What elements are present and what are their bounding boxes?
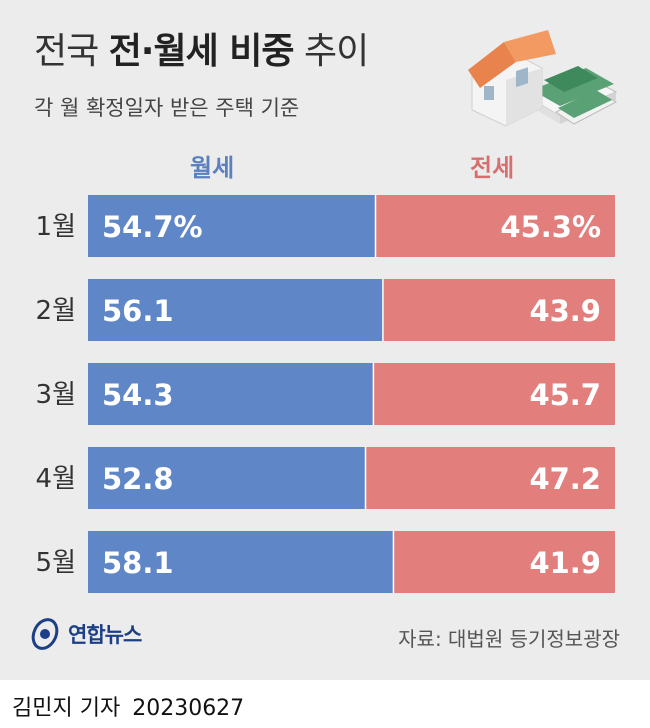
data-label-jeonse: 47.2 — [529, 462, 601, 496]
title-bold-part: 전·월세 비중 — [108, 31, 295, 72]
title-part-1: 전국 — [34, 31, 109, 72]
data-label-monthly-rent: 54.7% — [102, 210, 203, 244]
legend-monthly-rent: 월세 — [190, 154, 235, 182]
chart-title: 전국 전·월세 비중 추이 — [34, 22, 369, 74]
bar-jeonse — [383, 279, 615, 341]
publish-date: 20230627 — [132, 696, 245, 721]
data-label-jeonse: 45.3% — [500, 210, 601, 244]
bar-monthly-rent — [88, 279, 384, 341]
bar-monthly-rent — [88, 531, 395, 593]
byline: 김민지 기자 20230627 — [12, 690, 244, 722]
source-note: 자료: 대법원 등기정보광장 — [398, 627, 620, 651]
house-icon — [468, 30, 556, 127]
data-label-monthly-rent: 54.3 — [102, 378, 174, 412]
author: 김민지 기자 — [12, 696, 121, 721]
bar-jeonse — [394, 531, 615, 593]
bar-monthly-rent — [88, 363, 375, 425]
data-label-monthly-rent: 58.1 — [102, 546, 174, 580]
bar-jeonse — [376, 195, 615, 257]
yonhap-logo-icon — [31, 618, 59, 650]
logo-text: 연합뉴스 — [68, 623, 142, 647]
data-label-jeonse: 41.9 — [529, 546, 601, 580]
yonhap-logo: 연합뉴스 — [28, 616, 142, 652]
chart-subtitle: 각 월 확정일자 받은 주택 기준 — [34, 96, 300, 120]
money-stack-icon — [528, 66, 618, 125]
infographic-card: 전국 전·월세 비중 추이 각 월 확정일자 받은 주택 기준 월세 전세 1월… — [0, 0, 650, 680]
legend-jeonse: 전세 — [470, 154, 515, 182]
category-label: 4월 — [36, 464, 76, 494]
data-label-monthly-rent: 52.8 — [102, 462, 174, 496]
data-label-jeonse: 45.7 — [529, 378, 601, 412]
title-part-2: 추이 — [293, 31, 369, 72]
bar-jeonse — [374, 363, 615, 425]
stacked-bar-chart: 1월 54.7% 45.3% 2월 56.1 43.9 3월 54.3 45.7 4월 52.8 47… — [36, 195, 615, 593]
bar-monthly-rent — [88, 195, 377, 257]
category-label: 1월 — [36, 212, 76, 242]
category-label: 5월 — [36, 548, 76, 578]
data-label-jeonse: 43.9 — [529, 294, 601, 328]
category-label: 2월 — [36, 296, 76, 326]
category-label: 3월 — [36, 380, 76, 410]
bar-jeonse — [366, 447, 615, 509]
house-money-illustration — [468, 30, 618, 127]
data-label-monthly-rent: 56.1 — [102, 294, 174, 328]
bar-monthly-rent — [88, 447, 367, 509]
